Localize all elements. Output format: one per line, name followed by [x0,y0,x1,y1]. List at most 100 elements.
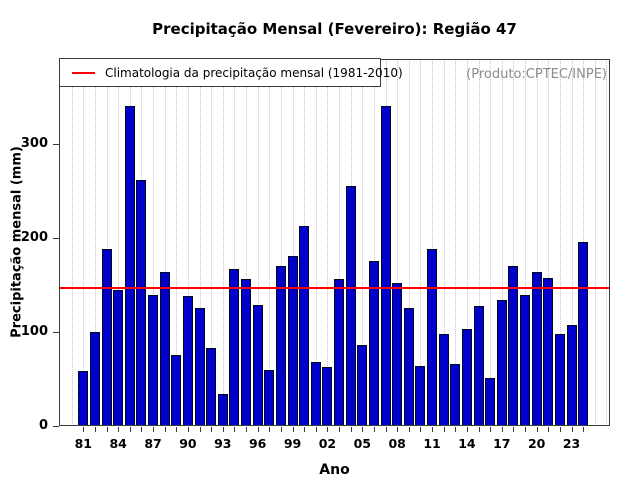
bar-2006 [368,261,379,426]
x-tick [350,427,352,432]
product-watermark: (Produto:CPTEC/INPE) [466,67,607,82]
gridline [327,59,329,426]
y-tick [53,426,59,427]
gridline [222,59,224,426]
x-tick [455,427,457,432]
bar-2024 [578,242,589,426]
x-tick-label: 14 [458,436,476,451]
gridline [164,59,166,426]
gridline [536,59,538,426]
x-tick-label: 20 [527,436,546,451]
x-tick [548,427,550,432]
gridline [559,59,561,426]
chart-title: Precipitação Mensal (Fevereiro): Região … [152,20,517,38]
bar-1985 [124,106,135,426]
x-tick [106,427,108,432]
x-tick [269,427,271,432]
gridline [94,59,96,426]
x-tick [466,427,468,432]
x-axis-label: Ano [319,462,350,478]
bar-2005 [357,345,368,426]
gridline [199,59,201,426]
legend-label: Climatologia da precipitação mensal (198… [105,65,403,80]
bar-2014 [461,329,472,426]
x-tick [490,427,492,432]
x-tick-label: 87 [144,436,162,451]
gridline [397,59,399,426]
bar-2021 [543,278,554,426]
x-tick [94,427,96,432]
x-tick [304,427,306,432]
bar-2017 [496,300,507,426]
bar-2013 [450,364,461,426]
y-axis-label: Precipitação mensal (mm) [9,146,25,338]
bar-2002 [322,367,333,426]
bar-2004 [345,186,356,426]
x-tick [397,427,399,432]
bar-2010 [415,366,426,426]
gridline [501,59,503,426]
x-tick [292,427,294,432]
bar-2012 [438,334,449,426]
gridline [606,59,608,426]
gridline [339,59,341,426]
bar-2008 [392,283,403,426]
bar-1983 [101,249,112,426]
gridline [408,59,410,426]
gridline [176,59,178,426]
x-tick [373,427,375,432]
gridline [373,59,375,426]
x-tick [246,427,248,432]
gridline [118,59,120,426]
x-tick-label: 05 [353,436,371,451]
bar-1986 [136,180,147,426]
x-tick-label: 99 [283,436,302,451]
gridline [292,59,294,426]
y-tick-label: 300 [20,136,48,151]
x-tick-label: 90 [179,436,197,451]
bar-2019 [520,295,531,426]
x-tick [257,427,259,432]
bar-2022 [554,334,565,426]
x-tick [408,427,410,432]
y-tick [53,238,59,239]
x-tick [501,427,503,432]
bar-1988 [159,272,170,426]
gridline [280,59,282,426]
gridline [187,59,189,426]
x-tick [153,427,155,432]
bar-1991 [194,308,205,426]
climatology-line [60,287,609,289]
x-tick [525,427,527,432]
bar-2007 [380,106,391,426]
x-tick-label: 02 [318,436,337,451]
bar-1994 [229,269,240,426]
x-tick-label: 81 [74,436,92,451]
x-tick-label: 84 [109,436,127,451]
x-tick [280,427,282,432]
gridline [234,59,236,426]
x-tick-label: 17 [493,436,511,451]
bar-2011 [427,249,438,426]
y-tick [53,144,59,145]
gridline [443,59,445,426]
x-tick-label: 11 [423,436,441,451]
x-tick [164,427,166,432]
gridline [548,59,550,426]
bar-2023 [566,325,577,426]
gridline [211,59,213,426]
gridline [71,59,73,426]
gridline [106,59,108,426]
bar-2016 [485,378,496,426]
bar-1981 [78,371,89,426]
x-tick-label: 23 [562,436,581,451]
gridline [362,59,364,426]
bar-1995 [241,279,252,426]
bar-2003 [334,279,345,426]
bar-1992 [206,348,217,426]
x-tick [211,427,213,432]
x-tick [339,427,341,432]
x-tick [222,427,224,432]
